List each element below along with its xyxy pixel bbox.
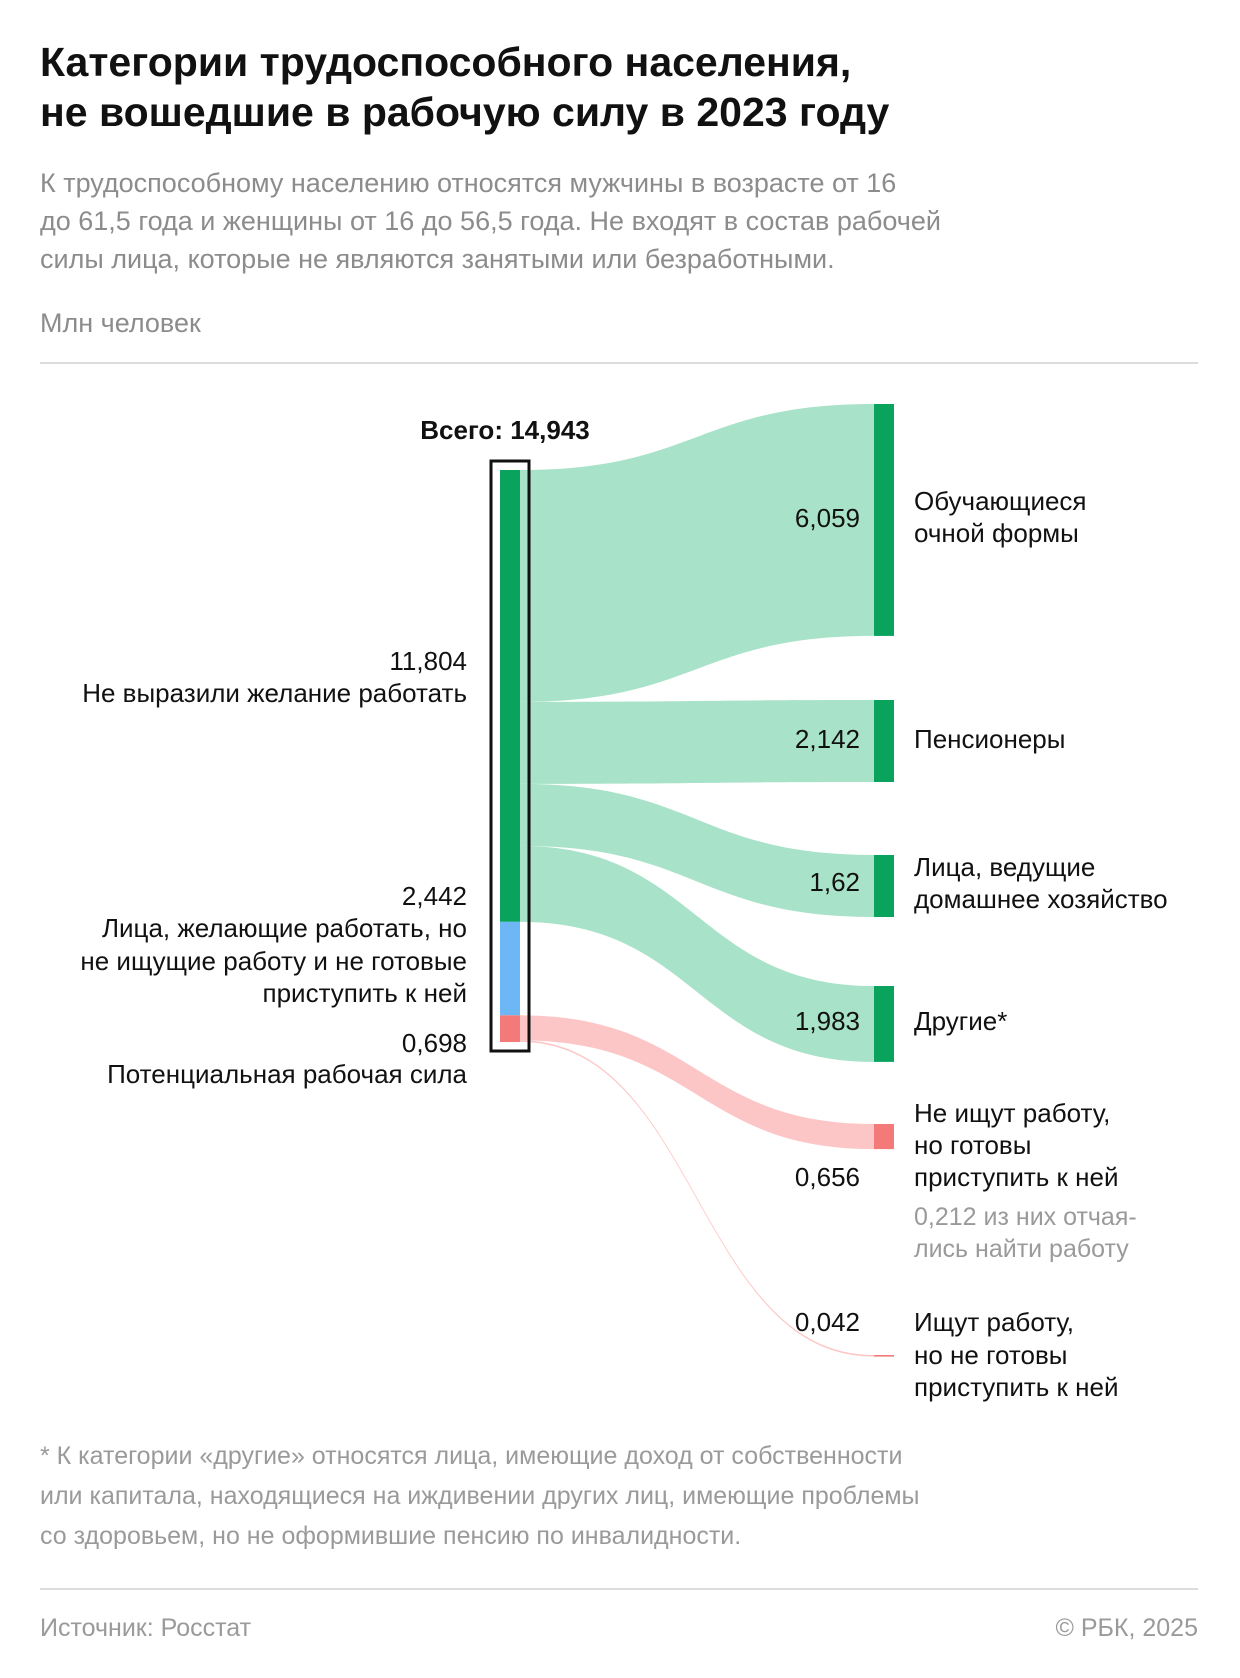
flow [520,404,874,702]
total-label: Всего: 14,943 [420,415,590,445]
footnote: * К категории «другие» относятся лица, и… [40,1442,902,1470]
target-name: приступить к ней [914,1372,1118,1402]
target-name: Не ищут работу, [914,1098,1110,1128]
flow [520,700,874,784]
target-name: Пенсионеры [914,724,1065,754]
target-name: Другие* [914,1006,1007,1036]
source-name: Лица, желающие работать, но [102,913,467,943]
footnote: или капитала, находящиеся на иждивении д… [40,1482,920,1510]
chart-subtitle: до 61,5 года и женщины от 16 до 56,5 год… [40,206,941,236]
source-bar [500,470,520,922]
target-bar [874,855,894,918]
target-value: 6,059 [795,503,860,533]
target-bar [874,986,894,1062]
target-note: 0,212 из них отчая- [914,1203,1137,1231]
target-name: приступить к ней [914,1162,1118,1192]
unit-label: Млн человек [40,308,201,338]
target-note: лись найти работу [914,1235,1129,1263]
source-name: приступить к ней [263,978,467,1008]
target-name: очной формы [914,518,1079,548]
source-name: не ищущие работу и не готовые [80,946,467,976]
target-value: 0,042 [795,1307,860,1337]
flow [520,783,874,918]
target-name: Ищут работу, [914,1307,1074,1337]
target-bar [874,1355,894,1357]
chart-subtitle: силы лица, которые не являются занятыми … [40,244,835,274]
chart-subtitle: К трудоспособному населению относятся му… [40,168,896,198]
copyright: © РБК, 2025 [1055,1614,1198,1642]
total-text: Всего: [420,415,503,445]
target-name: но готовы [914,1130,1031,1160]
target-value: 1,983 [795,1006,860,1036]
source-name: Потенциальная рабочая сила [107,1059,467,1089]
target-bar [874,700,894,782]
target-name: но не готовы [914,1340,1067,1370]
footnote: со здоровьем, но не оформившие пенсию по… [40,1522,741,1550]
target-name: Лица, ведущие [914,852,1095,882]
note-value: 0,212 [914,1203,977,1231]
source-name: Не выразили желание работать [82,678,467,708]
source-value: 0,698 [402,1028,467,1058]
source-bar [500,1015,520,1043]
total-box [489,459,531,1053]
flow [520,1015,874,1150]
total-value: 14,943 [510,415,590,445]
target-name: Обучающиеся [914,486,1087,516]
chart-title: не вошедшие в рабочую силу в 2023 году [40,89,890,135]
flow [520,1040,874,1357]
chart-title: Категории трудоспособного населения, [40,39,851,85]
target-bar [874,1124,894,1150]
flow [520,845,874,1062]
target-name: домашнее хозяйство [914,884,1168,914]
source-value: 2,442 [402,881,467,911]
source: Источник: Росстат [40,1614,252,1642]
source-value: 11,804 [389,646,467,676]
target-value: 0,656 [795,1162,860,1192]
note-text: из них отчая- [984,1203,1137,1231]
source-bar [500,921,520,1016]
target-value: 2,142 [795,724,860,754]
target-value: 1,62 [809,867,860,897]
target-bar [874,404,894,636]
